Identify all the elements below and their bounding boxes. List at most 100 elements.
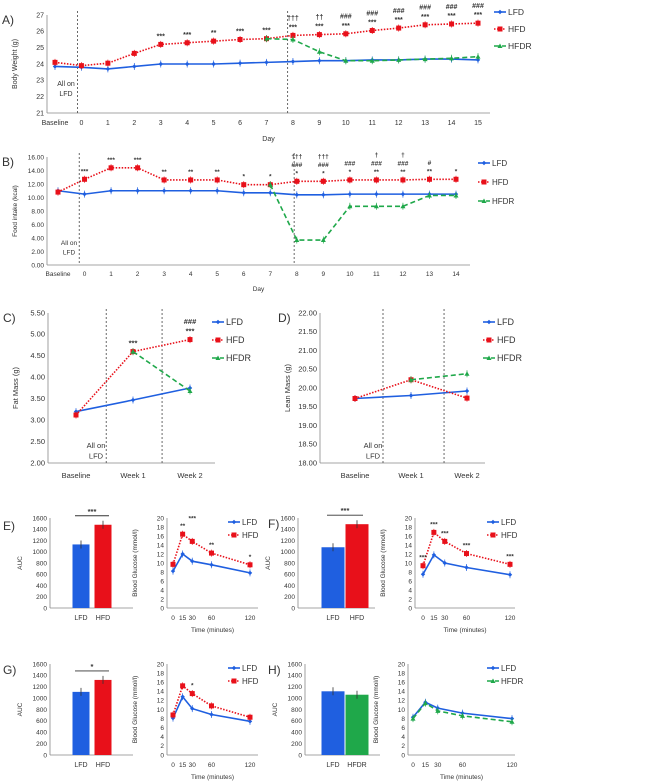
x-tick-label: 0 xyxy=(171,615,175,622)
marker-square xyxy=(180,683,186,689)
y-tick-label: 26 xyxy=(36,29,44,36)
marker-square xyxy=(453,176,459,182)
y-tick-label: 200 xyxy=(284,594,295,601)
marker-diamond xyxy=(400,191,406,197)
marker-square xyxy=(170,561,176,567)
y-tick-label: 1600 xyxy=(33,661,48,668)
series-line-hfdr xyxy=(410,372,468,381)
significance-annotation: ### xyxy=(340,14,352,21)
y-tick-label: 4 xyxy=(160,587,164,594)
marker-triangle xyxy=(294,237,300,243)
x-tick-label: Week 2 xyxy=(177,471,202,480)
legend-label: HFD xyxy=(508,24,525,34)
y-axis-label: AUC xyxy=(265,556,272,570)
significance-annotation: *** xyxy=(236,29,244,36)
x-tick-label: 120 xyxy=(245,615,256,622)
x-tick-label: 2 xyxy=(136,271,140,278)
x-tick-label: 1 xyxy=(106,120,110,127)
note-line-1: All on xyxy=(87,441,106,450)
y-tick-label: 10 xyxy=(157,707,165,714)
significance-annotation: ††† xyxy=(287,15,299,22)
y-axis-label: Blood Glucose (mmol/l) xyxy=(132,529,139,597)
y-tick-label: 1200 xyxy=(33,684,48,691)
marker-square xyxy=(290,32,296,38)
x-tick-label: 12 xyxy=(399,271,407,278)
y-tick-label: 8 xyxy=(408,569,412,576)
bar-hfd xyxy=(345,524,369,608)
x-tick-label: 6 xyxy=(242,271,246,278)
marker-diamond xyxy=(294,192,299,197)
y-tick-label: 200 xyxy=(36,594,47,601)
y-tick-label: 21.00 xyxy=(298,346,317,355)
y-tick-label: 12 xyxy=(405,551,413,558)
legend-label: HFD xyxy=(497,335,516,345)
x-tick-label: 0 xyxy=(411,762,415,769)
significance-annotation: ** xyxy=(215,169,221,176)
marker-diamond xyxy=(215,319,221,325)
marker-diamond xyxy=(268,190,273,195)
marker-diamond xyxy=(231,665,237,671)
chart-panel-3: D) 18.00 18.50 19.00 19.50 20.00 20.50 21.00 21.… xyxy=(278,308,522,480)
panel-label: E) xyxy=(3,519,15,533)
y-axis-label: Blood Glucose (mmol/l) xyxy=(373,676,380,744)
significance-annotation: ** xyxy=(211,30,217,37)
note-line-2: LFD xyxy=(59,91,72,98)
legend-label: HFDR xyxy=(497,353,522,363)
y-tick-label: 1400 xyxy=(33,527,48,534)
note-line-1: All on xyxy=(61,240,78,247)
marker-square xyxy=(347,177,353,183)
y-tick-label: 1200 xyxy=(288,684,303,691)
y-tick-label: 18.00 xyxy=(298,458,317,467)
marker-diamond xyxy=(82,191,87,197)
marker-diamond xyxy=(490,519,496,525)
x-tick-label: HFDR xyxy=(347,762,366,769)
marker-square xyxy=(343,31,349,37)
marker-square xyxy=(215,337,221,343)
legend-label: HFDR xyxy=(226,353,251,363)
x-tick-label: 4 xyxy=(189,271,193,278)
bar-hfd xyxy=(94,524,112,608)
marker-square xyxy=(369,28,375,34)
marker-square xyxy=(507,561,513,567)
y-tick-label: 0 xyxy=(43,752,47,759)
y-tick-label: 200 xyxy=(291,741,302,748)
chart-panel-6: F) 0 200 400 600 800 1000 1200 1400 1600 AUC LFD HFD… xyxy=(265,506,375,622)
marker-square xyxy=(161,177,167,183)
series-line-hfd xyxy=(57,167,456,193)
y-tick-label: 12 xyxy=(398,698,406,705)
significance-annotation: ### xyxy=(419,5,431,12)
marker-square xyxy=(135,165,141,171)
y-tick-label: 6.00 xyxy=(31,222,44,229)
y-tick-label: 1600 xyxy=(288,661,303,668)
chart-panel-5: 0 2 4 6 8 10 12 14 16 18 20 Blood Glucose (mmol/l) 0… xyxy=(132,515,259,634)
significance-annotation: ### xyxy=(184,317,197,326)
marker-diamond xyxy=(135,188,140,193)
marker-square xyxy=(497,26,503,32)
x-tick-label: LFD xyxy=(326,762,339,769)
marker-triangle xyxy=(422,700,428,706)
marker-square xyxy=(481,179,487,185)
x-tick-label: LFD xyxy=(74,615,87,622)
marker-diamond xyxy=(290,59,296,64)
y-tick-label: 1600 xyxy=(281,515,296,522)
note-line-2: LFD xyxy=(366,452,381,461)
significance-annotation: ** xyxy=(427,168,433,175)
y-tick-label: 800 xyxy=(36,560,47,567)
x-axis-label: Time (minutes) xyxy=(443,627,486,634)
series-line-hfd xyxy=(172,532,251,566)
y-tick-label: 10 xyxy=(405,560,413,567)
y-tick-label: 800 xyxy=(284,560,295,567)
x-tick-label: 120 xyxy=(507,762,518,769)
y-tick-label: 10 xyxy=(157,560,165,567)
y-tick-label: 23 xyxy=(36,78,44,85)
note-line-1: All on xyxy=(57,81,75,88)
legend-label: HFDR xyxy=(501,677,523,686)
x-tick-label: 7 xyxy=(265,120,269,127)
x-tick-label: 60 xyxy=(208,762,216,769)
significance-annotation: ### xyxy=(344,161,355,168)
significance-annotation: ### xyxy=(318,162,329,169)
significance-annotation: ††† xyxy=(318,153,329,160)
chart-panel-4: E) 0 200 400 600 800 1000 1200 1400 1600 AUC LFD HFD… xyxy=(3,507,133,622)
y-tick-label: 19.50 xyxy=(298,402,317,411)
